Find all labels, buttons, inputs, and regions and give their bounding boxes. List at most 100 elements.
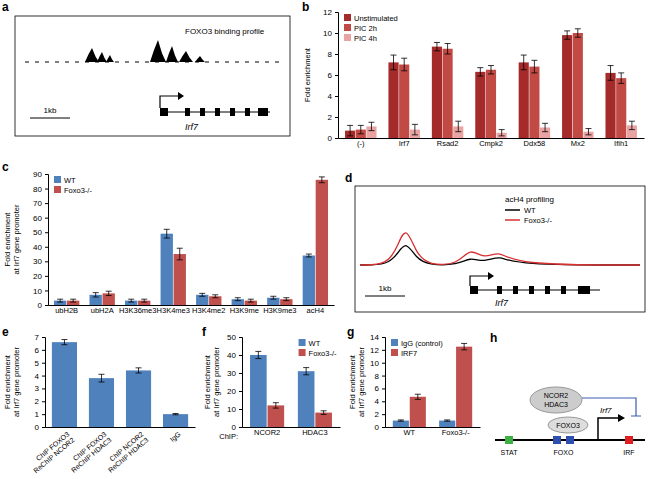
y-tick-mark bbox=[239, 337, 242, 338]
bar bbox=[163, 414, 188, 427]
y-tick: 6 bbox=[375, 384, 385, 393]
error-bar bbox=[273, 403, 279, 408]
y-tick: 0 bbox=[328, 134, 338, 143]
x-tick: H3K4me3 bbox=[157, 306, 190, 315]
tss-arrowhead bbox=[488, 272, 494, 280]
error-bar bbox=[358, 125, 364, 133]
x-tick-label: Ifih1 bbox=[614, 139, 628, 148]
legend-item: WT bbox=[299, 339, 321, 348]
legend-swatch bbox=[505, 209, 520, 211]
error-bar bbox=[70, 299, 76, 302]
gene-label: Irf7 bbox=[600, 406, 612, 415]
bar bbox=[303, 256, 315, 305]
y-tick: 0 bbox=[375, 423, 385, 432]
y-tick-mark bbox=[42, 401, 45, 402]
y-axis-line bbox=[239, 338, 243, 428]
x-tick: IgG bbox=[169, 430, 183, 443]
y-axis: 0102030405060708090 bbox=[33, 170, 48, 310]
x-axis: ubH2BubH2AH3K36me3H3K4me3H3K4me2H3K9meH3… bbox=[49, 306, 335, 316]
error-bar bbox=[542, 123, 548, 131]
exon bbox=[245, 108, 250, 116]
y-tick-mark bbox=[239, 391, 242, 392]
legend-label: WT bbox=[524, 206, 536, 215]
y-tick-mark bbox=[42, 350, 45, 351]
y-axis-title: Fold enrichment bbox=[348, 354, 357, 409]
x-tick: Cmpk2 bbox=[479, 139, 503, 148]
y-tick-label: 2 bbox=[35, 397, 40, 406]
complex-shape bbox=[530, 387, 582, 413]
x-axis: ChIP FOXO3ReChIP NCOR2ChIP FOXO3ReChIP H… bbox=[27, 428, 195, 475]
y-tick-label: 40 bbox=[227, 351, 236, 360]
error-bar bbox=[177, 248, 183, 260]
track-label: FOXO3 binding profile bbox=[185, 27, 265, 36]
y-axis-title: Fold enrichment bbox=[3, 354, 12, 409]
panel-b: b024681012(-)Irf7Rsad2Cmpk2Ddx58Mx2Ifih1… bbox=[302, 0, 645, 148]
repression-line bbox=[582, 398, 641, 416]
error-bar bbox=[445, 44, 451, 55]
y-tick: 10 bbox=[227, 405, 242, 414]
x-tick: H3K9me3 bbox=[263, 306, 296, 315]
bar bbox=[89, 378, 114, 427]
binding-peak bbox=[166, 46, 178, 62]
y-tick-label: 50 bbox=[227, 333, 236, 342]
error-bar bbox=[412, 124, 418, 135]
error-bar bbox=[106, 291, 112, 295]
y-tick-label: 20 bbox=[33, 272, 42, 281]
error-bar bbox=[98, 374, 104, 382]
tss-arrowhead bbox=[178, 92, 184, 100]
error-bar bbox=[128, 299, 134, 302]
y-tick-mark bbox=[239, 427, 242, 428]
y-tick-label: 10 bbox=[370, 359, 379, 368]
legend-item: IgG (control) bbox=[391, 339, 443, 348]
y-axis-line bbox=[335, 13, 339, 139]
y-tick-label: 0 bbox=[328, 134, 333, 143]
y-tick: 8 bbox=[375, 372, 385, 381]
acetylation-profile bbox=[360, 233, 640, 265]
error-bar bbox=[368, 122, 374, 130]
legend-item: WT bbox=[54, 176, 76, 185]
y-tick-label: 6 bbox=[35, 346, 40, 355]
error-bar bbox=[461, 343, 467, 349]
legend-label: Foxo3-/- bbox=[309, 349, 337, 358]
scale-bar bbox=[365, 296, 405, 297]
binding-site bbox=[625, 436, 633, 444]
y-tick-mark bbox=[42, 376, 45, 377]
legend-item: PIC 4h bbox=[344, 34, 377, 43]
legend: UnstimulatedPIC 2hPIC 4h bbox=[344, 14, 398, 43]
x-axis: (-)Irf7Rsad2Cmpk2Ddx58Mx2Ifih1 bbox=[339, 139, 645, 149]
x-tick-label: H3K4me2 bbox=[192, 306, 225, 315]
y-tick-label: 0 bbox=[38, 301, 43, 310]
y-tick-mark bbox=[382, 388, 385, 389]
error-bar bbox=[136, 368, 142, 373]
y-tick: 30 bbox=[227, 369, 242, 378]
x-axis: WTFoxo3-/- bbox=[386, 428, 481, 438]
y-tick-label: 3 bbox=[35, 384, 40, 393]
bars bbox=[345, 29, 637, 138]
y-tick-label: 8 bbox=[328, 50, 333, 59]
panel-label: b bbox=[302, 0, 309, 14]
y-tick: 14 bbox=[370, 333, 385, 342]
legend-swatch bbox=[391, 349, 398, 356]
exon bbox=[497, 286, 502, 294]
error-bar bbox=[415, 394, 421, 399]
panel-label: c bbox=[2, 160, 9, 174]
y-tick: 1 bbox=[35, 410, 45, 419]
site-label: IRF bbox=[623, 449, 634, 456]
frame bbox=[15, 16, 290, 136]
x-tick-label: H3K4me3 bbox=[157, 306, 190, 315]
y-tick-label: 10 bbox=[323, 29, 332, 38]
y-tick: 40 bbox=[33, 243, 48, 252]
x-tick-label: ubH2B bbox=[55, 306, 78, 315]
y-tick-label: 10 bbox=[227, 405, 236, 414]
legend-swatch bbox=[299, 349, 306, 356]
panel-label: f bbox=[202, 325, 207, 339]
error-bar bbox=[270, 296, 276, 299]
legend-label: IRF7 bbox=[401, 349, 417, 358]
exon bbox=[230, 108, 235, 116]
y-tick-label: 2 bbox=[328, 113, 333, 122]
y-tick: 80 bbox=[33, 185, 48, 194]
figure: b024681012(-)Irf7Rsad2Cmpk2Ddx58Mx2Ifih1… bbox=[0, 0, 650, 479]
exon bbox=[470, 286, 478, 294]
bar bbox=[616, 78, 626, 138]
bar bbox=[475, 72, 485, 138]
